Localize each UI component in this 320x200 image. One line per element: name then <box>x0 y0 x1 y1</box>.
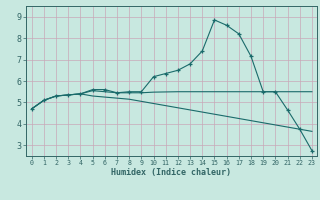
X-axis label: Humidex (Indice chaleur): Humidex (Indice chaleur) <box>111 168 231 177</box>
